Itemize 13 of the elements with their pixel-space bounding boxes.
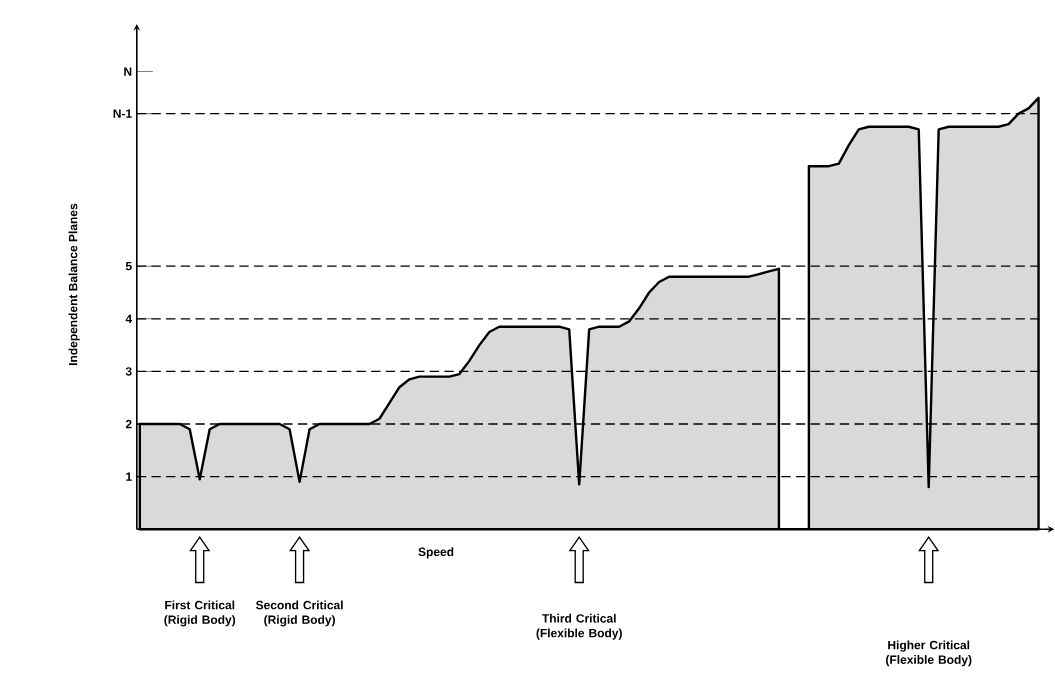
y-tick-label: 5 (125, 262, 132, 271)
y-tick-label: N-1 (113, 109, 132, 118)
y-axis-title: Independent Balance Planes (68, 203, 80, 366)
x-axis-title: Speed (418, 547, 454, 559)
y-tick-label: 2 (125, 419, 132, 429)
text: First Critical (Rigid Body) (164, 600, 236, 627)
y-tick-label: 1 (126, 472, 132, 481)
text: Third Critical (Flexible Body) (536, 613, 622, 640)
y-tick-label: N (124, 67, 132, 76)
y-tick-label: 3 (125, 367, 132, 376)
text: Second Critical (Rigid Body) (256, 600, 343, 627)
text: Higher Critical (Flexible Body) (886, 640, 972, 667)
y-tick-label: 4 (125, 314, 133, 323)
